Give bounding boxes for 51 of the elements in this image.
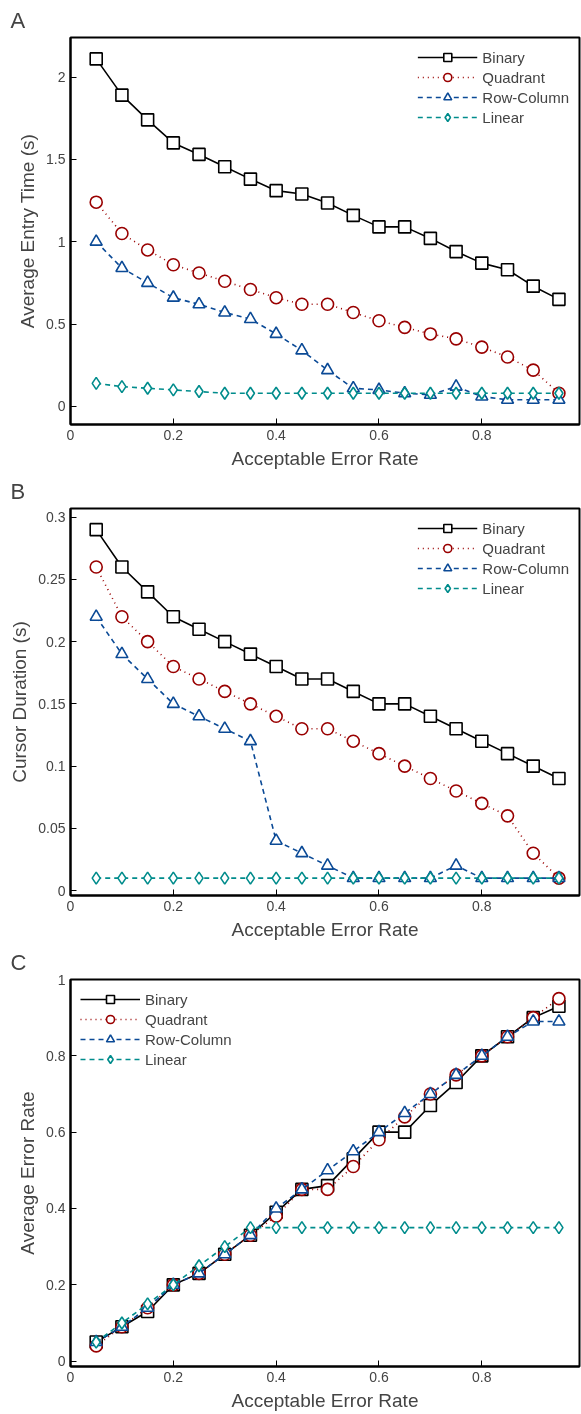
y-tick-label: 0.15 [38,695,66,712]
y-axis-title: Average Error Rate [17,1091,39,1255]
x-tick-label: 0.4 [266,897,287,914]
y-tick-label: 2 [57,69,66,86]
x-tick-label: 0.8 [472,426,492,443]
legend-label: Linear [482,108,524,126]
y-tick-label: 0.5 [46,316,66,333]
y-tick-label: 1 [57,233,66,250]
y-tick-label: 1.5 [46,151,66,168]
x-axis-title: Acceptable Error Rate [231,447,419,469]
y-tick-label: 0.4 [46,1200,66,1217]
y-tick-label: 0.8 [46,1047,66,1064]
legend-label: Linear [145,1050,187,1068]
x-tick-label: 0.8 [472,1368,492,1385]
y-tick-label: 0 [57,1353,66,1370]
y-tick-label: 0 [57,398,66,415]
y-tick-label: 0.2 [46,633,66,650]
legend-label: Row-Column [482,559,569,577]
legend-label: Binary [482,48,525,66]
legend-label: Row-Column [482,88,569,106]
y-tick-label: 0.25 [38,571,66,588]
y-tick-label: 0.6 [46,1124,66,1141]
x-tick-label: 0.8 [472,897,492,914]
y-axis-title: Average Entry Time (s) [17,134,39,329]
legend-label: Binary [145,990,188,1008]
y-tick-label: 0.1 [46,758,66,775]
x-tick-label: 0.6 [369,897,389,914]
x-tick-label: 0.2 [163,426,184,443]
chart-title: A [10,7,26,33]
x-axis-title: Acceptable Error Rate [231,1389,419,1411]
legend-label: Quadrant [482,68,545,86]
x-tick-label: 0.2 [163,1368,184,1385]
y-tick-label: 0.05 [38,820,66,837]
x-axis-title: Acceptable Error Rate [231,918,419,940]
x-tick-label: 0.2 [163,897,184,914]
legend-label: Linear [482,579,524,597]
y-tick-label: 0.2 [46,1276,66,1293]
y-axis-title: Cursor Duration (s) [9,621,31,783]
legend-label: Binary [482,519,525,537]
y-tick-label: 0 [57,882,66,899]
legend-label: Quadrant [482,539,545,557]
legend-label: Row-Column [145,1030,232,1048]
x-tick-label: 0.4 [266,1368,287,1385]
x-tick-label: 0.4 [266,426,287,443]
chart-title: B [10,478,26,504]
x-tick-label: 0.6 [369,1368,389,1385]
y-tick-label: 0.3 [46,509,66,526]
y-tick-label: 1 [57,971,66,988]
legend-label: Quadrant [145,1010,208,1028]
x-tick-label: 0.6 [369,426,389,443]
chart-title: C [10,949,27,975]
